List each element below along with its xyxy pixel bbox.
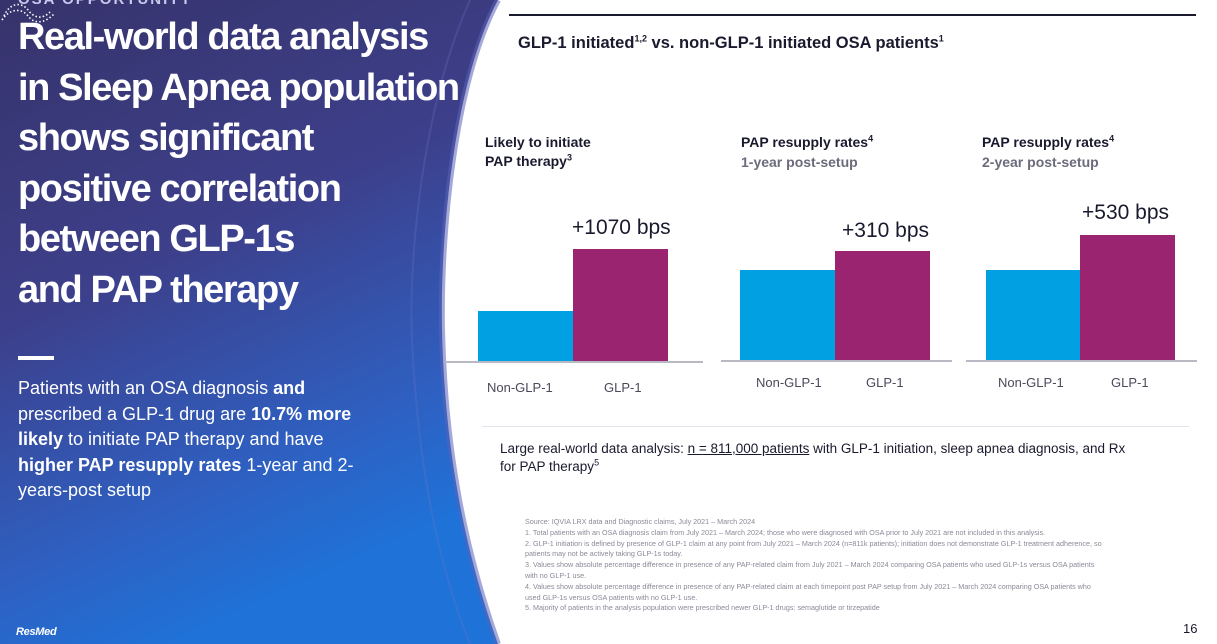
category-label: Non-GLP-1 [487, 380, 553, 395]
note-text: with GLP-1 initiation, sleep apnea diagn… [500, 441, 1126, 474]
category-label: Non-GLP-1 [756, 375, 822, 390]
left-hero-panel: OSA OPPORTUNITY Real-world data analysis… [0, 0, 520, 644]
summary-text: Patients with an OSA diagnosis and presc… [18, 376, 378, 504]
headline-line: positive correlation [18, 167, 342, 210]
note-sup: 5 [594, 457, 600, 468]
summary-segment: Patients with an OSA diagnosis [18, 378, 274, 398]
panel-title-sup: 4 [868, 133, 874, 144]
chart-title-sup: 1 [938, 33, 944, 44]
summary-segment: to initiate PAP therapy and have [63, 429, 324, 449]
bar-glp1 [573, 249, 668, 361]
delta-label: +1070 bps [572, 216, 671, 239]
top-rule [509, 14, 1196, 16]
panel-title-sup: 3 [566, 152, 572, 163]
headline-line: shows significant [18, 117, 314, 159]
category-label: GLP-1 [604, 380, 642, 395]
panel-title-text: PAP resupply rates [741, 134, 869, 150]
panel-title-line: PAP therapy [485, 153, 567, 169]
panel-title: PAP resupply rates4 [982, 133, 1114, 152]
summary-segment: prescribed a GLP-1 drug are [18, 403, 252, 424]
panel-title: PAP resupply rates4 [741, 133, 873, 152]
panel-title: Likely to initiate PAP therapy3 [485, 133, 591, 171]
logo-wordmark: ResMed [16, 626, 57, 638]
bar-glp1 [1080, 235, 1175, 360]
footnote-item: 4. Values show absolute percentage diffe… [525, 581, 1091, 602]
page-number: 16 [1183, 621, 1198, 636]
section-divider [482, 426, 1189, 427]
panel-title-sup: 4 [1109, 133, 1115, 144]
delta-label: +310 bps [842, 219, 929, 242]
analysis-note: Large real-world data analysis: n = 811,… [500, 440, 1140, 476]
panel-subtitle: 2-year post-setup [982, 154, 1099, 170]
footnote-source: Source: IQVIA LRX data and Diagnostic cl… [525, 517, 756, 526]
eyebrow-label: OSA OPPORTUNITY [18, 0, 192, 8]
panel-title-text: PAP resupply rates [982, 134, 1110, 150]
panel-subtitle: 1-year post-setup [741, 154, 858, 170]
chart-title: GLP-1 initiated1,2 vs. non-GLP-1 initiat… [518, 34, 944, 53]
delta-label: +530 bps [1082, 201, 1169, 224]
summary-bold: higher PAP resupply rates [18, 454, 242, 475]
panel-title-line: Likely to initiate [485, 134, 591, 150]
note-patient-count: n = 811,000 patients [687, 441, 810, 456]
summary-bold: 10.7% more likely [18, 403, 352, 450]
bar-non-glp1 [986, 270, 1080, 360]
hero-background [0, 0, 501, 644]
category-label: GLP-1 [866, 375, 904, 390]
headline-line: in Sleep Apnea population [18, 66, 460, 109]
headline-line: and PAP therapy [18, 268, 299, 311]
headline-line: Real-world data analysis [18, 16, 429, 58]
accent-dash [18, 356, 54, 360]
note-text: Large real-world data analysis: [500, 441, 688, 456]
bar-glp1 [835, 251, 930, 360]
footnotes: Source: IQVIA LRX data and Diagnostic cl… [525, 517, 1105, 614]
footnote-item: 1. Total patients with an OSA diagnosis … [525, 527, 1046, 537]
summary-bold: and [273, 378, 306, 398]
summary-segment: 1-year and 2-years-post setup [18, 454, 354, 501]
bar-non-glp1 [478, 311, 573, 361]
headline: Real-world data analysis in Sleep Apnea … [18, 12, 460, 315]
chart-baseline [721, 360, 952, 362]
chart-title-text: vs. non-GLP-1 initiated OSA patients [646, 34, 939, 52]
chart-baseline [445, 361, 703, 363]
chart-baseline [966, 360, 1197, 362]
chart-title-text: GLP-1 initiated [518, 34, 635, 52]
resmed-logo-icon [1, 3, 55, 23]
category-label: GLP-1 [1111, 375, 1149, 390]
footnote-item: 5. Majority of patients in the analysis … [525, 603, 880, 613]
chart-title-sup: 1,2 [634, 33, 647, 44]
headline-line: between GLP-1s [18, 218, 295, 260]
category-label: Non-GLP-1 [998, 375, 1064, 390]
footnote-item: 3. Values show absolute percentage diffe… [525, 560, 1095, 580]
bar-non-glp1 [740, 270, 835, 360]
footnote-item: 2. GLP-1 initiation is defined by presen… [525, 538, 1102, 559]
